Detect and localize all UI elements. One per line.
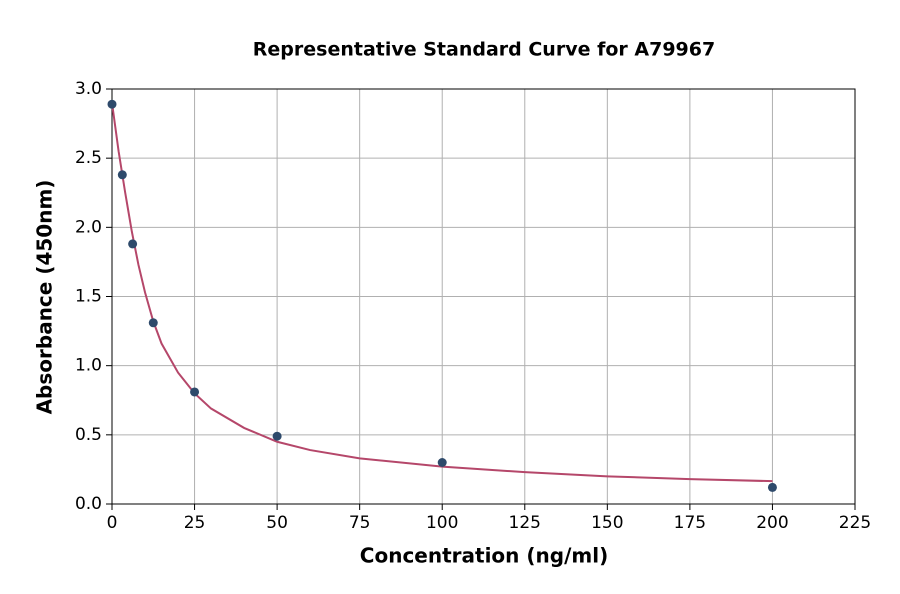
chart-title: Representative Standard Curve for A79967 <box>253 39 715 61</box>
data-point <box>272 431 282 441</box>
x-tick-label: 0 <box>107 513 118 533</box>
data-point <box>190 387 200 397</box>
data-point <box>767 482 777 492</box>
x-tick-label: 125 <box>509 513 541 533</box>
x-tick-label: 150 <box>591 513 623 533</box>
data-point <box>148 318 158 328</box>
x-axis-label: Concentration (ng/ml) <box>360 544 608 568</box>
x-tick-label: 175 <box>674 513 706 533</box>
x-tick-label: 100 <box>426 513 458 533</box>
y-tick-label: 0.5 <box>75 425 102 445</box>
x-tick-label: 50 <box>266 513 288 533</box>
data-point <box>107 99 117 109</box>
x-tick-label: 200 <box>756 513 788 533</box>
y-tick-label: 3.0 <box>75 79 102 99</box>
data-point <box>437 458 447 467</box>
data-point <box>128 239 138 249</box>
fit-curve <box>111 102 773 483</box>
x-tick-label: 25 <box>184 513 206 533</box>
y-tick-label: 1.5 <box>75 287 102 307</box>
x-tick-label: 225 <box>839 513 871 533</box>
y-tick-label: 0.0 <box>75 494 102 514</box>
data-point <box>117 170 127 180</box>
x-tick-label: 75 <box>349 513 371 533</box>
plot-frame <box>111 88 856 505</box>
y-tick-label: 2.5 <box>75 148 102 168</box>
y-tick-label: 2.0 <box>75 217 102 237</box>
y-axis-label: Absorbance (450nm) <box>33 180 57 415</box>
y-tick-label: 1.0 <box>75 356 102 376</box>
